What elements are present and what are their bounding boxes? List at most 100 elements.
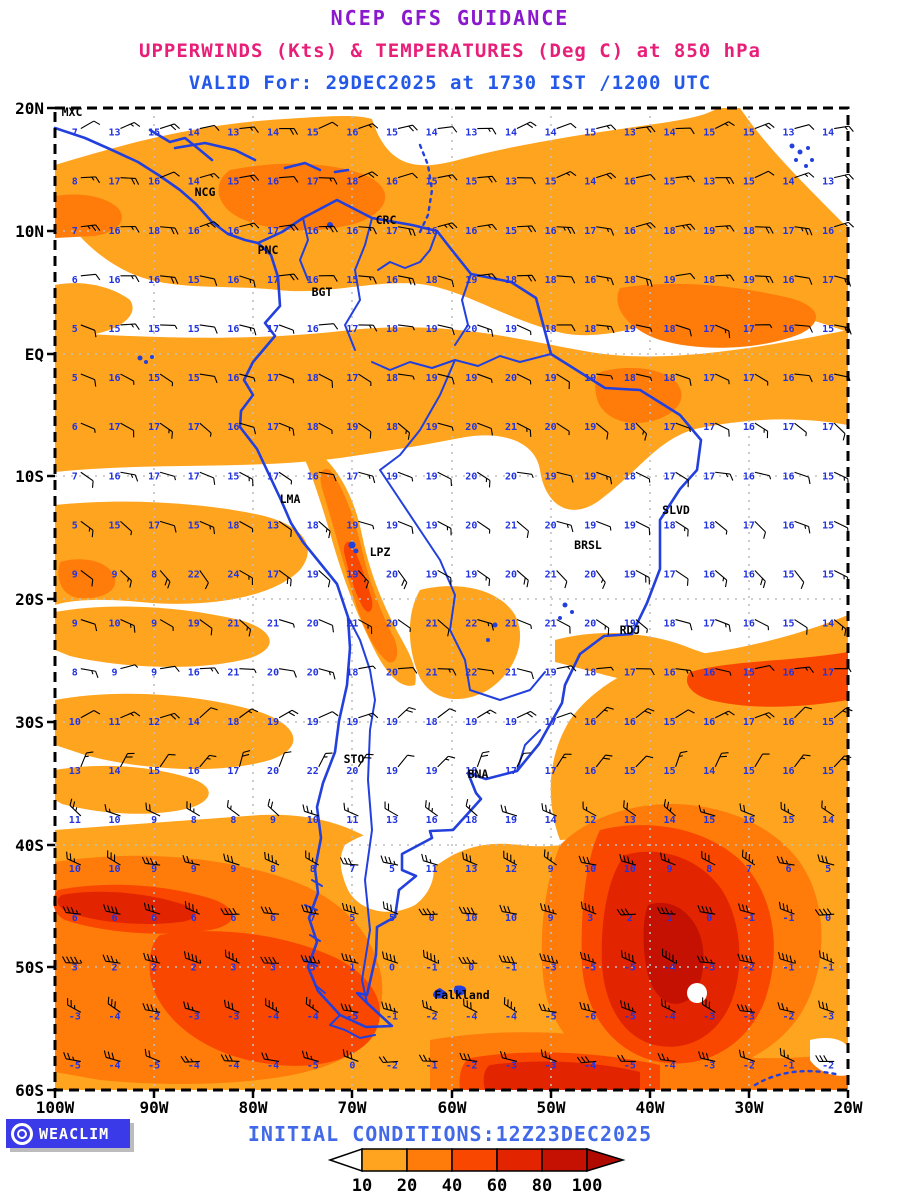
- wind-barb: [318, 323, 339, 330]
- wind-barb: [739, 803, 756, 817]
- wind-barb: [714, 520, 728, 535]
- wind-barb: [754, 712, 775, 719]
- temp-value: 5: [72, 520, 78, 531]
- wind-barb: [754, 324, 773, 329]
- temp-value: 19: [624, 520, 636, 531]
- temp-value: 6: [111, 913, 117, 924]
- lon-tick-label: 40W: [636, 1098, 665, 1117]
- lon-tick-label: 50W: [537, 1098, 566, 1117]
- temp-value: 18: [624, 275, 636, 286]
- temp-value: 16: [267, 177, 279, 188]
- wind-barb: [834, 221, 854, 228]
- lon-tick-label: 30W: [735, 1098, 764, 1117]
- wind-barb: [199, 124, 220, 131]
- temp-value: 16: [783, 520, 795, 531]
- temp-value: 24: [227, 569, 239, 580]
- wind-barb: [635, 619, 648, 633]
- wind-barb: [714, 121, 735, 130]
- wind-barb: [120, 275, 140, 283]
- temp-value: -4: [267, 1011, 279, 1022]
- temp-value: 19: [584, 520, 596, 531]
- lat-tick-label: 20S: [15, 590, 44, 609]
- wind-barb: [516, 570, 529, 588]
- temp-value: -2: [822, 1060, 834, 1071]
- wind-barb: [778, 951, 797, 964]
- temp-value: -3: [743, 1011, 755, 1022]
- wind-barb: [477, 223, 497, 231]
- wind-barb: [160, 275, 179, 285]
- temp-value: 19: [267, 717, 279, 728]
- temp-value: -2: [743, 1060, 755, 1071]
- temp-value: -3: [545, 1060, 557, 1071]
- temp-value: 12: [148, 717, 160, 728]
- temp-value: 9: [72, 569, 78, 580]
- temp-value: 18: [227, 520, 239, 531]
- temp-value: 5: [825, 864, 831, 875]
- wind-barb: [103, 904, 121, 915]
- wind-barb: [477, 127, 497, 135]
- wind-barb: [199, 471, 216, 485]
- temp-value: 14: [267, 128, 279, 139]
- wind-barb: [656, 906, 676, 915]
- weaclim-logo[interactable]: WEACLIM: [6, 1119, 130, 1148]
- wind-barb: [833, 422, 846, 441]
- temp-value: -3: [822, 1011, 834, 1022]
- wind-barb: [397, 124, 418, 132]
- temp-value: -4: [465, 1011, 477, 1022]
- wind-barb: [239, 373, 256, 382]
- temp-value: 18: [465, 766, 477, 777]
- temp-value: 18: [386, 373, 398, 384]
- wind-barb: [477, 709, 497, 719]
- temp-value: 9: [111, 668, 117, 679]
- wind-barb: [675, 709, 695, 719]
- wind-barb: [278, 520, 292, 538]
- temp-value: 8: [191, 815, 197, 826]
- wind-barb: [318, 373, 334, 388]
- temp-value: 7: [72, 128, 78, 139]
- temp-value: 15: [703, 815, 715, 826]
- wind-barb: [318, 570, 331, 588]
- wind-barb: [144, 1048, 161, 1062]
- wind-barb: [595, 754, 613, 768]
- wind-barb: [516, 520, 530, 538]
- wind-barb: [595, 706, 614, 719]
- wind-barb: [80, 224, 101, 232]
- wind-barb: [397, 275, 416, 286]
- falkland-islands: [433, 985, 467, 999]
- wind-barb: [239, 708, 259, 719]
- wind-barb: [778, 901, 795, 915]
- wind-barb: [477, 422, 493, 436]
- wind-barb: [80, 373, 97, 387]
- wind-barb: [794, 373, 813, 383]
- temp-value: 16: [188, 668, 200, 679]
- temp-value: 19: [346, 520, 358, 531]
- temp-value: 19: [465, 717, 477, 728]
- temp-value: 15: [188, 275, 200, 286]
- temp-value: 15: [307, 128, 319, 139]
- temp-value: 19: [426, 569, 438, 580]
- wind-barb: [556, 422, 570, 436]
- wind-barb: [675, 127, 695, 135]
- wind-barb: [120, 619, 136, 633]
- wind-barb: [463, 998, 478, 1013]
- temp-value: 17: [386, 226, 398, 237]
- temp-value: 15: [584, 128, 596, 139]
- wind-barb: [635, 668, 655, 676]
- wind-barb: [477, 520, 491, 534]
- wind-barb: [278, 471, 293, 485]
- temp-value: 13: [465, 128, 477, 139]
- temp-value: 3: [72, 962, 78, 973]
- legend-segment: [361, 1148, 408, 1172]
- central-america-coast: [53, 126, 260, 245]
- temp-value: 21: [545, 619, 557, 630]
- legend-segment: [451, 1148, 498, 1172]
- wind-barb: [776, 856, 795, 866]
- wind-barb: [160, 226, 179, 235]
- temp-value: 11: [426, 864, 438, 875]
- wind-barb: [437, 471, 452, 487]
- wind-barb: [397, 471, 414, 482]
- temp-value: 15: [743, 668, 755, 679]
- wind-barb: [120, 471, 139, 482]
- wind-barb: [199, 221, 220, 228]
- temp-value: 16: [743, 471, 755, 482]
